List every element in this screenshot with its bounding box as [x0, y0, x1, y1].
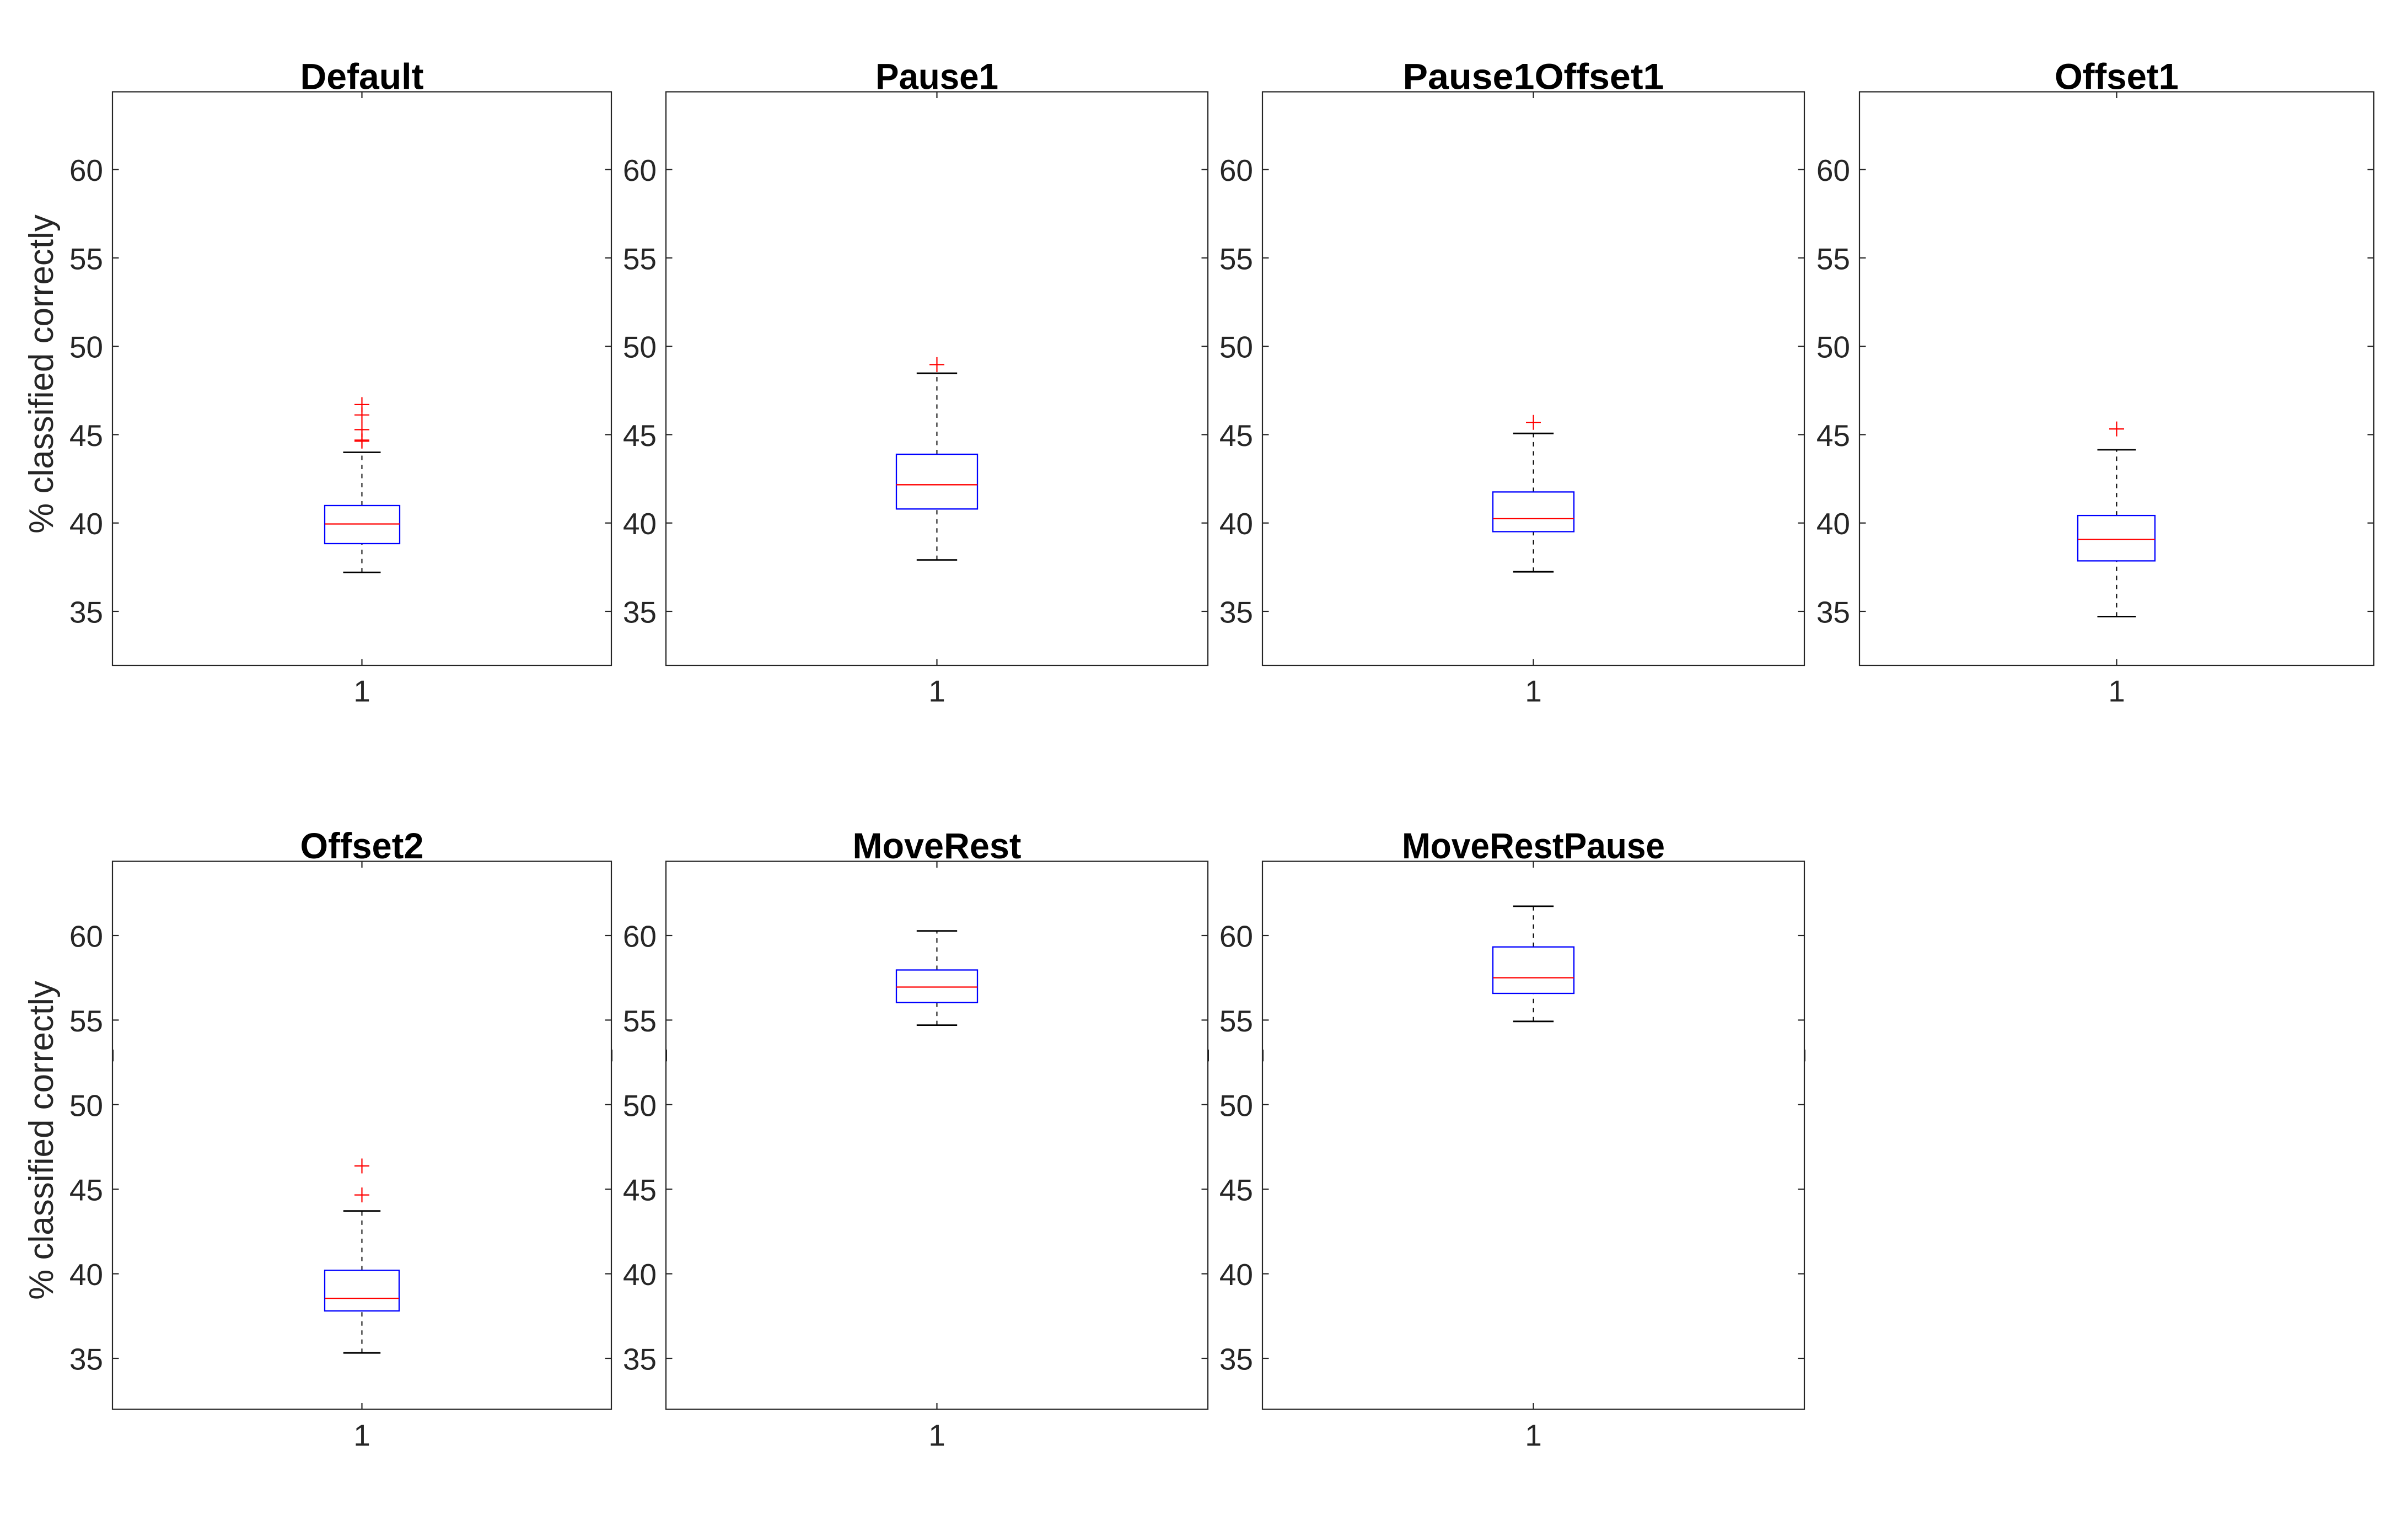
svg-text:1: 1 — [928, 674, 945, 708]
svg-text:1: 1 — [1525, 674, 1542, 708]
svg-text:45: 45 — [1816, 418, 1850, 453]
svg-text:35: 35 — [1219, 595, 1253, 630]
svg-text:55: 55 — [69, 1004, 103, 1038]
svg-text:50: 50 — [1219, 1088, 1253, 1122]
svg-text:55: 55 — [623, 1004, 657, 1038]
svg-text:60: 60 — [1816, 153, 1850, 187]
svg-text:45: 45 — [69, 1173, 103, 1207]
svg-text:50: 50 — [1219, 330, 1253, 364]
svg-text:60: 60 — [69, 153, 103, 187]
svg-text:55: 55 — [623, 241, 657, 276]
svg-text:40: 40 — [69, 1257, 103, 1292]
svg-text:Pause1Offset1: Pause1Offset1 — [1403, 56, 1664, 97]
svg-text:40: 40 — [1219, 507, 1253, 541]
svg-text:45: 45 — [69, 418, 103, 453]
svg-text:35: 35 — [1816, 595, 1850, 630]
svg-text:50: 50 — [623, 1088, 657, 1122]
svg-text:55: 55 — [1219, 1004, 1253, 1038]
svg-text:50: 50 — [69, 1088, 103, 1122]
svg-text:40: 40 — [623, 1257, 657, 1292]
svg-text:55: 55 — [1219, 241, 1253, 276]
svg-text:% classified correctly: % classified correctly — [23, 981, 61, 1300]
svg-text:Offset1: Offset1 — [2055, 56, 2179, 97]
svg-text:Default: Default — [300, 56, 424, 97]
svg-text:35: 35 — [69, 1342, 103, 1377]
svg-text:35: 35 — [1219, 1342, 1253, 1377]
svg-text:60: 60 — [1219, 920, 1253, 954]
svg-text:35: 35 — [69, 595, 103, 630]
svg-text:50: 50 — [1816, 330, 1850, 364]
svg-text:MoveRestPause: MoveRestPause — [1402, 825, 1665, 866]
svg-text:45: 45 — [1219, 1173, 1253, 1207]
svg-text:% classified correctly: % classified correctly — [23, 214, 61, 534]
svg-text:1: 1 — [353, 674, 370, 708]
svg-text:45: 45 — [623, 418, 657, 453]
svg-text:50: 50 — [69, 330, 103, 364]
svg-text:Offset2: Offset2 — [300, 825, 424, 866]
svg-text:60: 60 — [623, 153, 657, 187]
svg-text:60: 60 — [623, 920, 657, 954]
svg-text:35: 35 — [623, 595, 657, 630]
svg-text:1: 1 — [353, 1418, 370, 1453]
svg-text:45: 45 — [1219, 418, 1253, 453]
svg-text:40: 40 — [623, 507, 657, 541]
svg-text:50: 50 — [623, 330, 657, 364]
svg-text:40: 40 — [1816, 507, 1850, 541]
svg-text:Pause1: Pause1 — [875, 56, 998, 97]
svg-text:40: 40 — [69, 507, 103, 541]
svg-text:35: 35 — [623, 1342, 657, 1377]
svg-text:60: 60 — [69, 920, 103, 954]
svg-text:1: 1 — [1525, 1418, 1542, 1453]
svg-text:MoveRest: MoveRest — [853, 825, 1022, 866]
svg-text:1: 1 — [928, 1418, 945, 1453]
svg-text:55: 55 — [69, 241, 103, 276]
svg-text:45: 45 — [623, 1173, 657, 1207]
svg-text:40: 40 — [1219, 1257, 1253, 1292]
svg-text:55: 55 — [1816, 241, 1850, 276]
svg-text:60: 60 — [1219, 153, 1253, 187]
svg-text:1: 1 — [2108, 674, 2125, 708]
